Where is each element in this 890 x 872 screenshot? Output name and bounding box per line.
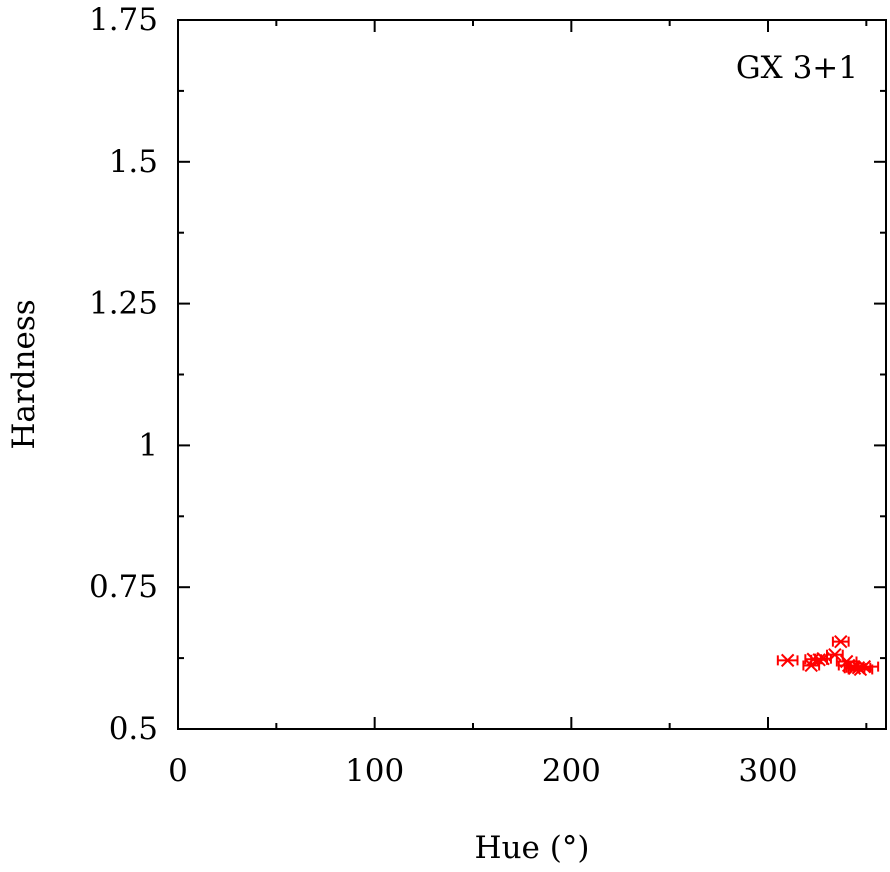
y-tick-label: 1 [138,427,158,463]
x-tick-label: 100 [345,753,404,789]
cross-marker-stroke [812,653,826,667]
y-tick-labels: 0.5 0.75 1 1.25 1.5 1.75 [89,2,158,747]
y-axis-label: Hardness [6,299,42,449]
data-point [831,634,850,649]
data-point [826,647,844,662]
x-tick-labels: 0 100 200 300 [168,753,797,789]
y-tick-label: 1.75 [89,2,158,38]
y-tick-label: 0.75 [89,569,158,605]
x-tick-label: 0 [168,753,188,789]
x-tick-label: 200 [542,753,601,789]
cross-marker-stroke [857,659,872,674]
cross-marker-stroke [780,653,795,668]
cross-marker-stroke [834,634,848,649]
x-tick-label: 300 [738,753,797,789]
axis-ticks [177,19,886,730]
x-axis-label: Hue (°) [475,830,590,866]
chart-annotation: GX 3+1 [736,50,858,86]
y-tick-label: 0.5 [109,711,158,747]
data-point [849,659,880,674]
plot-frame [177,19,887,730]
cross-marker-stroke [828,647,842,662]
data-point [776,653,799,668]
data-points [776,634,880,677]
y-tick-label: 1.25 [89,286,158,322]
y-tick-label: 1.5 [109,144,158,180]
